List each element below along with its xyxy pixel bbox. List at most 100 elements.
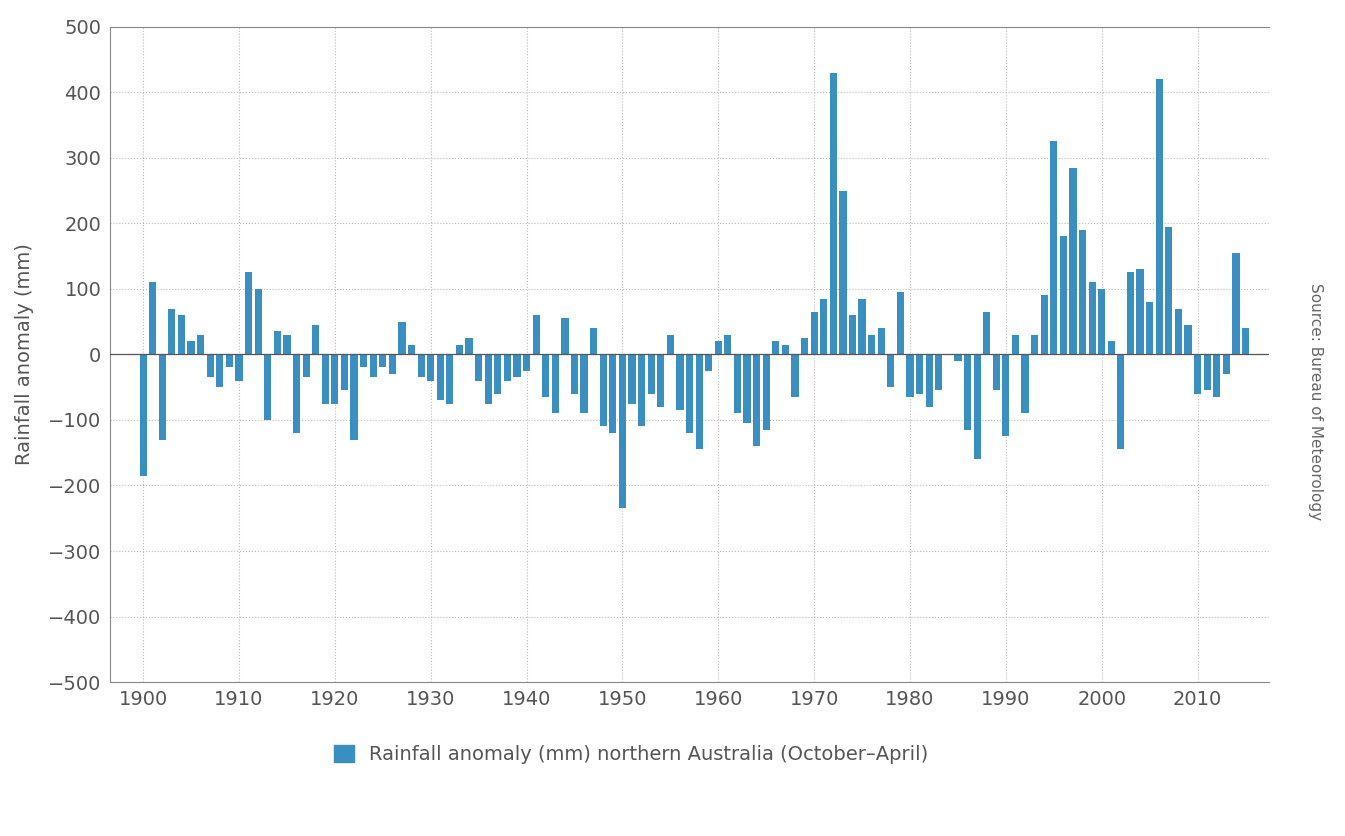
Bar: [570, 354, 578, 394]
Bar: [858, 298, 866, 354]
Bar: [207, 354, 214, 377]
Bar: [1088, 283, 1096, 354]
Bar: [1137, 269, 1143, 354]
Bar: [140, 354, 147, 476]
Bar: [791, 354, 799, 397]
Bar: [802, 338, 808, 354]
Bar: [849, 315, 855, 354]
Bar: [437, 354, 444, 400]
Bar: [178, 315, 186, 354]
Bar: [1032, 334, 1038, 354]
Bar: [734, 354, 741, 413]
Bar: [321, 354, 330, 404]
Bar: [159, 354, 165, 440]
Bar: [1011, 334, 1020, 354]
Bar: [677, 354, 683, 410]
Bar: [370, 354, 377, 377]
Bar: [312, 325, 319, 354]
Bar: [293, 354, 300, 433]
Bar: [600, 354, 607, 426]
Bar: [217, 354, 223, 387]
Bar: [955, 354, 962, 361]
Bar: [475, 354, 483, 380]
Bar: [187, 341, 195, 354]
Bar: [811, 312, 818, 354]
Bar: [686, 354, 693, 433]
Bar: [542, 354, 549, 397]
Bar: [725, 334, 732, 354]
Bar: [149, 283, 156, 354]
Bar: [551, 354, 560, 413]
Bar: [494, 354, 502, 394]
Bar: [168, 308, 175, 354]
Bar: [916, 354, 923, 394]
Bar: [417, 354, 425, 377]
Bar: [744, 354, 751, 423]
Bar: [245, 273, 252, 354]
Text: Source: Bureau of Meteorology: Source: Bureau of Meteorology: [1307, 283, 1323, 520]
Bar: [1079, 230, 1087, 354]
Bar: [897, 292, 904, 354]
Bar: [935, 354, 943, 390]
Bar: [868, 334, 876, 354]
Bar: [839, 191, 846, 354]
Bar: [284, 334, 291, 354]
Bar: [484, 354, 492, 404]
Bar: [1050, 141, 1057, 354]
Bar: [274, 331, 281, 354]
Bar: [264, 354, 272, 420]
Bar: [878, 329, 885, 354]
Bar: [1002, 354, 1010, 436]
Bar: [1194, 354, 1201, 394]
Bar: [340, 354, 348, 390]
Bar: [1118, 354, 1124, 450]
Bar: [705, 354, 713, 370]
Bar: [658, 354, 664, 407]
Bar: [1174, 308, 1182, 354]
Bar: [781, 344, 790, 354]
Bar: [303, 354, 309, 377]
Bar: [428, 354, 434, 380]
Bar: [1108, 341, 1115, 354]
Legend: Rainfall anomaly (mm) northern Australia (October–April): Rainfall anomaly (mm) northern Australia…: [335, 745, 928, 764]
Bar: [504, 354, 511, 380]
Bar: [1185, 325, 1192, 354]
Bar: [198, 334, 204, 354]
Bar: [523, 354, 530, 370]
Bar: [772, 341, 779, 354]
Bar: [609, 354, 616, 433]
Y-axis label: Rainfall anomaly (mm): Rainfall anomaly (mm): [15, 243, 34, 466]
Bar: [667, 334, 674, 354]
Bar: [226, 354, 233, 368]
Bar: [360, 354, 367, 368]
Bar: [447, 354, 453, 404]
Bar: [465, 338, 472, 354]
Bar: [753, 354, 760, 446]
Bar: [714, 341, 722, 354]
Bar: [254, 289, 262, 354]
Bar: [398, 322, 406, 354]
Bar: [331, 354, 339, 404]
Bar: [379, 354, 386, 368]
Bar: [628, 354, 636, 404]
Bar: [533, 315, 539, 354]
Bar: [408, 344, 416, 354]
Bar: [983, 312, 990, 354]
Bar: [1204, 354, 1210, 390]
Bar: [1223, 354, 1229, 374]
Bar: [820, 298, 827, 354]
Bar: [1165, 227, 1173, 354]
Bar: [925, 354, 933, 407]
Bar: [763, 354, 769, 430]
Bar: [1098, 289, 1106, 354]
Bar: [888, 354, 894, 387]
Bar: [964, 354, 971, 430]
Bar: [1021, 354, 1029, 413]
Bar: [514, 354, 521, 377]
Bar: [907, 354, 913, 397]
Bar: [974, 354, 981, 459]
Bar: [1146, 302, 1153, 354]
Bar: [647, 354, 655, 394]
Bar: [456, 344, 463, 354]
Bar: [993, 354, 999, 390]
